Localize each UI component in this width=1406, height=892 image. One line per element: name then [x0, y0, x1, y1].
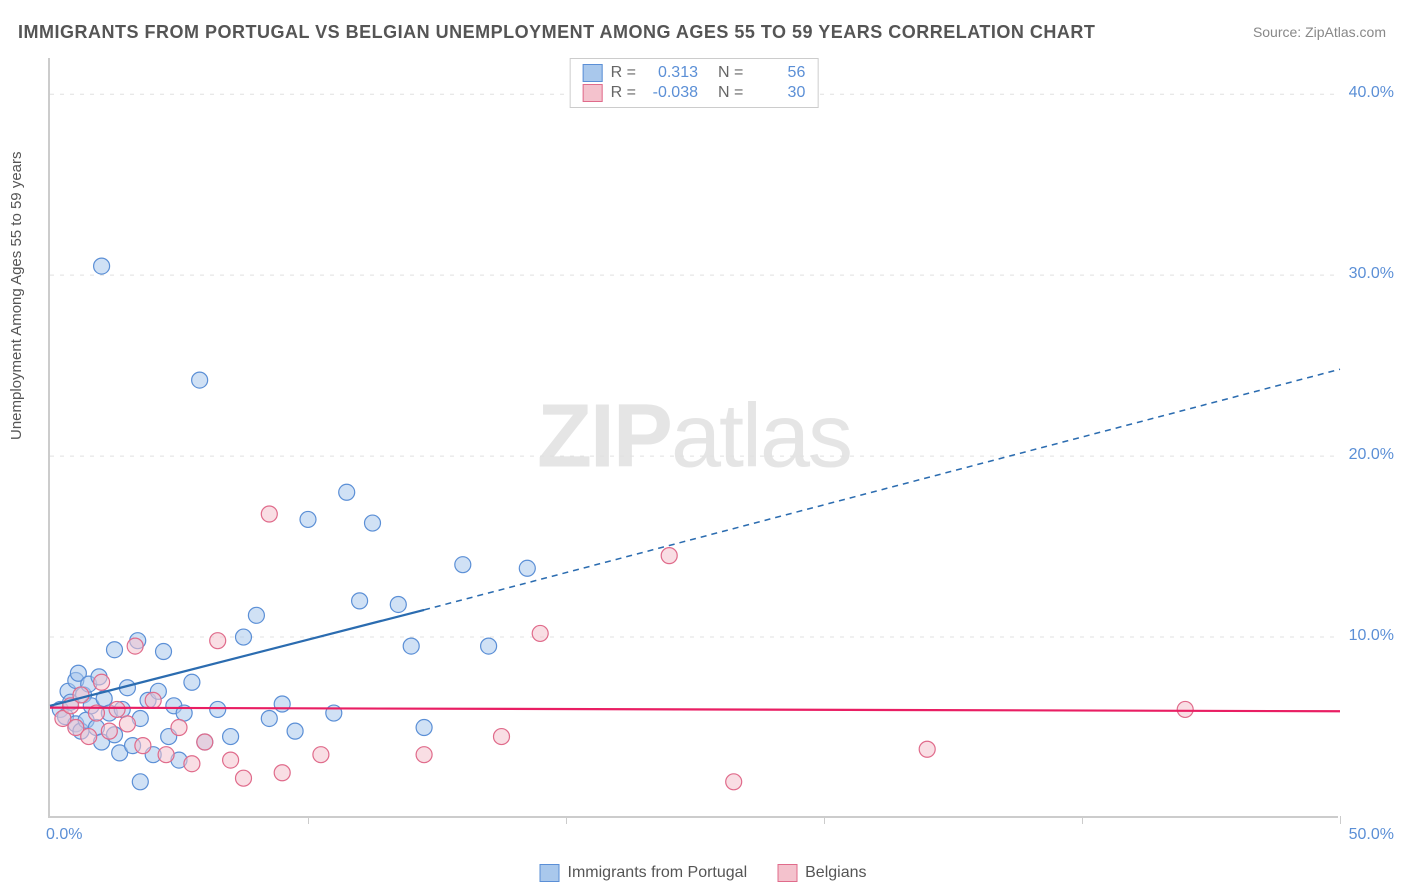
y-axis-label: Unemployment Among Ages 55 to 59 years: [8, 151, 25, 440]
stats-row-series1: R = 0.313 N = 56: [583, 63, 806, 83]
swatch-icon: [777, 864, 797, 882]
swatch-icon: [540, 864, 560, 882]
y-tick-label: 40.0%: [1349, 84, 1394, 102]
bottom-legend: Immigrants from Portugal Belgians: [540, 864, 867, 882]
stat-label: R =: [611, 64, 636, 82]
x-tick-label: 50.0%: [1349, 826, 1394, 844]
stat-value: 56: [751, 64, 805, 82]
scatter-svg: [50, 58, 1338, 816]
y-tick-label: 30.0%: [1349, 265, 1394, 283]
stat-value: 30: [751, 84, 805, 102]
stat-value: -0.038: [644, 84, 698, 102]
x-tick: [566, 816, 567, 824]
stat-label: N =: [718, 84, 743, 102]
x-tick: [824, 816, 825, 824]
swatch-icon: [583, 64, 603, 82]
x-tick: [1082, 816, 1083, 824]
source-attribution: Source: ZipAtlas.com: [1253, 24, 1386, 40]
stat-label: R =: [611, 84, 636, 102]
stat-label: N =: [718, 64, 743, 82]
chart-title: IMMIGRANTS FROM PORTUGAL VS BELGIAN UNEM…: [18, 22, 1095, 43]
legend-label: Immigrants from Portugal: [568, 864, 748, 882]
x-tick-label: 0.0%: [46, 826, 82, 844]
x-tick: [1340, 816, 1341, 824]
y-tick-label: 10.0%: [1349, 627, 1394, 645]
stat-value: 0.313: [644, 64, 698, 82]
x-tick: [308, 816, 309, 824]
y-tick-label: 20.0%: [1349, 446, 1394, 464]
correlation-stats-box: R = 0.313 N = 56 R = -0.038 N = 30: [570, 58, 819, 108]
legend-item-series2: Belgians: [777, 864, 866, 882]
legend-item-series1: Immigrants from Portugal: [540, 864, 748, 882]
chart-plot-area: ZIPatlas R = 0.313 N = 56 R = -0.038 N =…: [48, 58, 1338, 818]
swatch-icon: [583, 84, 603, 102]
legend-label: Belgians: [805, 864, 866, 882]
stats-row-series2: R = -0.038 N = 30: [583, 83, 806, 103]
